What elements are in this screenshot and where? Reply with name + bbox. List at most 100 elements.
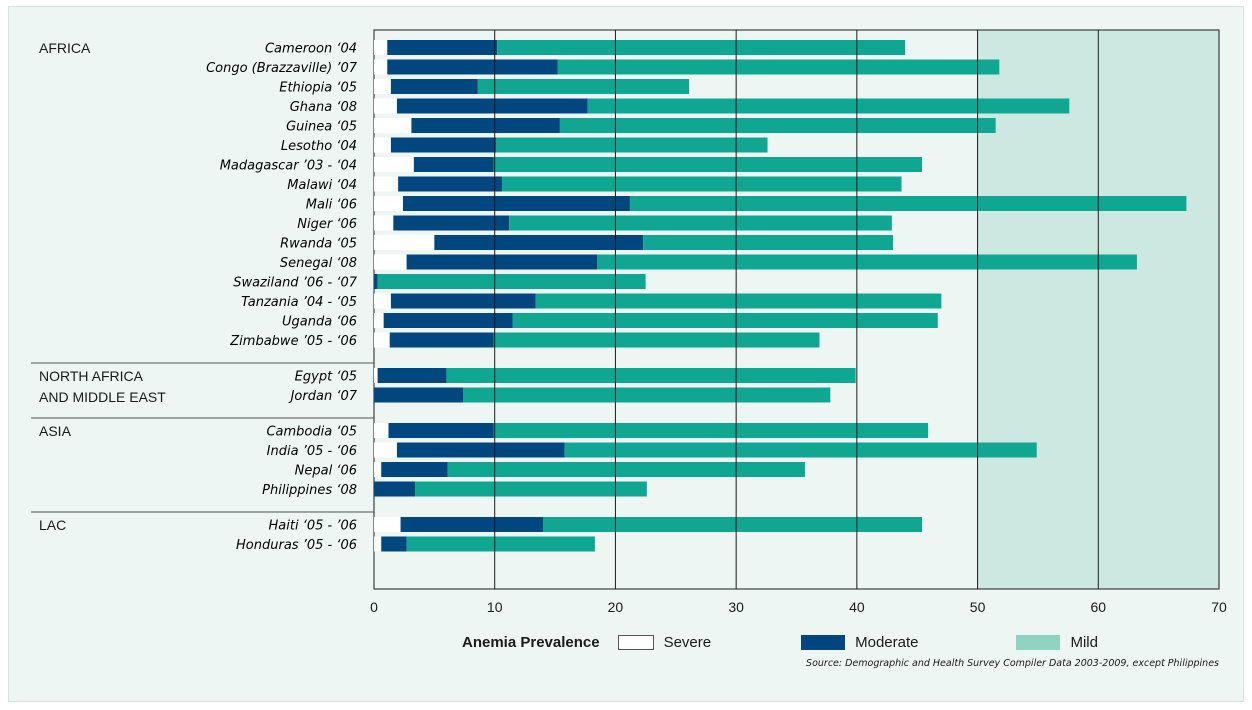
bar-severe bbox=[374, 536, 382, 552]
bar-mild bbox=[406, 536, 595, 552]
bar-moderate bbox=[390, 79, 478, 94]
plot-border bbox=[373, 29, 1220, 590]
bar-severe bbox=[374, 79, 391, 94]
country-label: Honduras ’05 - ‘06 bbox=[236, 538, 357, 553]
bar-moderate bbox=[396, 442, 565, 458]
x-tick-label: 50 bbox=[970, 599, 986, 615]
stacked-bar-chart: Cameroon ‘04 Congo (Brazzaville) ’07 Ethio… bbox=[31, 29, 1227, 615]
x-tick-label: 0 bbox=[370, 599, 378, 615]
bar-mild bbox=[495, 137, 768, 153]
country-label: Malawi ‘04 bbox=[287, 178, 357, 193]
bar-moderate bbox=[374, 387, 464, 403]
bar-severe bbox=[374, 235, 435, 250]
country-label: Uganda ‘06 bbox=[282, 315, 357, 330]
legend-label-severe: Severe bbox=[663, 634, 712, 651]
bar-severe bbox=[374, 215, 394, 231]
chart-frame: Cameroon ‘04 Congo (Brazzaville) ’07 Ethio… bbox=[8, 6, 1244, 702]
bar-severe bbox=[374, 118, 412, 133]
country-label: Swaziland ’06 - ‘07 bbox=[233, 276, 358, 291]
source-note: Source: Demographic and Health Survey Co… bbox=[806, 658, 1219, 669]
country-label: Nepal ‘06 bbox=[295, 464, 357, 479]
bar-moderate bbox=[400, 517, 543, 532]
country-label: Zimbabwe ’05 - ‘06 bbox=[229, 334, 357, 349]
country-label: Rwanda ‘05 bbox=[280, 237, 357, 252]
region-label: AFRICA bbox=[39, 39, 91, 56]
bar-severe bbox=[374, 368, 378, 383]
bar-moderate bbox=[381, 536, 407, 552]
bar-mild bbox=[557, 59, 1000, 75]
bar-moderate bbox=[377, 368, 447, 383]
bar-moderate bbox=[387, 40, 498, 55]
bar-moderate bbox=[388, 423, 494, 438]
bar-mild bbox=[509, 215, 892, 231]
country-label: Jordan ‘07 bbox=[288, 389, 358, 404]
bar-mild bbox=[493, 332, 820, 348]
bar-mild bbox=[543, 517, 923, 532]
bar-moderate bbox=[411, 118, 560, 133]
bar-moderate bbox=[390, 137, 496, 153]
bar-moderate bbox=[383, 313, 513, 328]
bar-moderate bbox=[390, 293, 536, 309]
legend-item-moderate: Moderate bbox=[801, 634, 918, 651]
bar-moderate bbox=[396, 98, 588, 114]
bar-moderate bbox=[398, 176, 502, 192]
bar-mild bbox=[564, 442, 1037, 458]
bar-severe bbox=[374, 98, 397, 114]
region-label: NORTH AFRICA AND MIDDLE EAST bbox=[39, 367, 166, 405]
legend-swatch-mild bbox=[1016, 635, 1061, 650]
bar-moderate bbox=[389, 332, 494, 348]
bar-mild bbox=[501, 176, 902, 192]
bar-moderate bbox=[381, 462, 448, 477]
x-tick-label: 70 bbox=[1211, 599, 1227, 615]
bar-mild bbox=[493, 157, 923, 172]
legend-label-moderate: Moderate bbox=[855, 634, 919, 651]
bar-severe bbox=[374, 423, 389, 438]
bar-severe bbox=[374, 517, 401, 532]
country-label: Philippines ‘08 bbox=[262, 483, 357, 498]
bar-mild bbox=[463, 387, 831, 403]
bar-severe bbox=[374, 59, 388, 75]
bar-mild bbox=[447, 462, 805, 477]
bar-severe bbox=[374, 332, 390, 348]
bar-moderate bbox=[374, 274, 378, 289]
country-label: Lesotho ‘04 bbox=[281, 139, 357, 154]
country-label: Madagascar ’03 - ‘04 bbox=[220, 159, 357, 174]
legend-item-mild: Mild bbox=[1016, 634, 1098, 651]
country-label: Niger ‘06 bbox=[297, 217, 357, 232]
bar-mild bbox=[493, 423, 929, 438]
bar-moderate bbox=[374, 481, 416, 497]
country-label: Ghana ‘08 bbox=[290, 100, 357, 115]
country-label: India ’05 - ‘06 bbox=[267, 444, 357, 459]
bar-moderate bbox=[406, 254, 598, 270]
bar-severe bbox=[374, 40, 388, 55]
country-label: Tanzania ’04 - ‘05 bbox=[241, 295, 357, 310]
region-label: ASIA bbox=[39, 422, 71, 439]
bar-severe bbox=[374, 293, 391, 309]
bar-severe bbox=[374, 137, 391, 153]
x-tick-label: 40 bbox=[849, 599, 865, 615]
legend-swatch-severe bbox=[617, 635, 654, 650]
legend: Anemia Prevalence Severe Moderate Mild bbox=[462, 634, 1098, 651]
x-tick-label: 60 bbox=[1090, 599, 1106, 615]
country-label: Egypt ‘05 bbox=[295, 370, 357, 385]
bar-mild bbox=[535, 293, 942, 309]
bar-severe bbox=[374, 442, 397, 458]
country-label: Guinea ‘05 bbox=[286, 120, 357, 135]
bar-severe bbox=[374, 196, 403, 211]
bar-mild bbox=[629, 196, 1187, 211]
legend-swatch-moderate bbox=[801, 635, 846, 650]
x-tick-label: 30 bbox=[728, 599, 744, 615]
bar-mild bbox=[477, 79, 690, 94]
legend-item-severe: Severe bbox=[617, 634, 712, 651]
region-label: LAC bbox=[39, 516, 67, 533]
bar-mild bbox=[643, 235, 894, 250]
bar-moderate bbox=[434, 235, 644, 250]
bar-mild bbox=[377, 274, 646, 289]
bar-severe bbox=[374, 313, 384, 328]
country-label: Cameroon ‘04 bbox=[265, 42, 357, 57]
country-label: Cambodia ‘05 bbox=[266, 425, 357, 440]
x-axis-title: Anemia Prevalence bbox=[462, 634, 600, 651]
bar-severe bbox=[374, 157, 414, 172]
bar-severe bbox=[374, 462, 382, 477]
bar-moderate bbox=[387, 59, 558, 75]
